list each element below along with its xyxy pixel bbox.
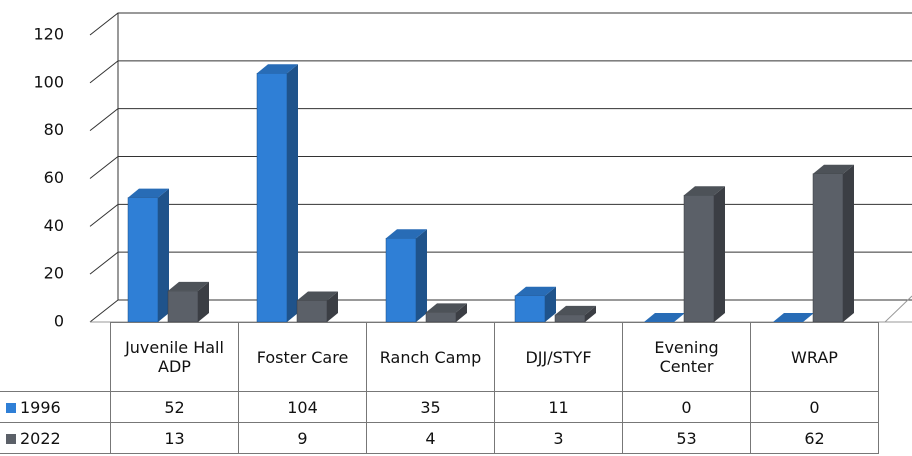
bar [683, 186, 725, 323]
y-tick-label: 40 [44, 216, 64, 235]
table-value: 9 [238, 422, 367, 454]
table-value: 11 [494, 391, 623, 423]
table-row: 2022 13 9 4 3 53 62 [0, 422, 879, 454]
bar-side [327, 291, 338, 322]
bar-front [425, 312, 457, 323]
bar [167, 281, 209, 323]
bar [296, 291, 338, 323]
grid-line [89, 12, 912, 36]
bar-top [128, 188, 169, 198]
bar-front [683, 194, 715, 323]
grid-line [89, 299, 912, 323]
bar-front [127, 197, 159, 323]
table-value: 0 [622, 391, 751, 423]
bar-side [585, 305, 596, 322]
bar-top [515, 286, 556, 296]
legend-entry: 1996 [0, 391, 111, 423]
bar-side [416, 229, 427, 322]
bar-front [812, 173, 844, 323]
grid-line [89, 108, 912, 132]
y-tick-label: 0 [54, 312, 64, 331]
category-label: DJJ/STYF [494, 322, 623, 392]
table-header-row: Juvenile Hall ADP Foster Care Ranch Camp DJ… [0, 322, 879, 392]
table-value: 13 [110, 422, 239, 454]
bar-top [257, 64, 298, 74]
bar-front [554, 314, 586, 323]
category-label: Evening Center [622, 322, 751, 392]
bar [425, 303, 467, 323]
legend-entry: 2022 [0, 422, 111, 454]
corner [0, 323, 111, 392]
table-value: 4 [366, 422, 495, 454]
legend-swatch [6, 402, 16, 413]
legend-label: 1996 [20, 397, 61, 417]
bar [127, 188, 169, 323]
table-row: 1996 52 104 35 11 0 0 [0, 391, 879, 423]
y-tick-label: 60 [44, 168, 64, 187]
grid-line [89, 156, 912, 179]
y-tick-label: 80 [44, 120, 64, 139]
grid-line [89, 203, 912, 227]
bar-side [545, 286, 556, 322]
table-value: 62 [750, 422, 879, 454]
table-value: 52 [110, 391, 239, 423]
legend-label: 2022 [20, 428, 61, 448]
bar-side [843, 164, 854, 322]
bar-front [296, 300, 328, 323]
bar-top [813, 164, 854, 174]
table-value: 0 [750, 391, 879, 423]
grid-line [89, 60, 912, 84]
table-value: 35 [366, 391, 495, 423]
bar [773, 313, 814, 322]
bar-side [158, 188, 169, 322]
bar-top [773, 313, 814, 322]
bar-side [714, 186, 725, 322]
category-label: WRAP [750, 322, 879, 392]
y-tick-label: 20 [44, 264, 64, 283]
table-value: 53 [622, 422, 751, 454]
bar-top [555, 305, 596, 315]
bar-top [426, 303, 467, 313]
grid-line [89, 251, 912, 275]
bar [644, 313, 685, 322]
bar [385, 229, 427, 323]
bar-front [385, 238, 417, 323]
bar-side [198, 281, 209, 322]
bar-side [287, 64, 298, 323]
floor-right [884, 295, 912, 323]
bar-top [684, 186, 725, 196]
bar [256, 64, 298, 323]
bar [554, 305, 596, 323]
bar-top [168, 281, 209, 291]
table-value: 104 [238, 391, 367, 423]
bar [812, 164, 854, 323]
bar [514, 286, 556, 323]
bar-front [514, 295, 546, 323]
bar-front [167, 290, 199, 323]
bar-top [297, 291, 338, 301]
y-tick-label: 100 [33, 72, 64, 91]
bar-top [644, 313, 685, 322]
legend-swatch [6, 433, 16, 444]
y-tick-label: 120 [33, 25, 64, 44]
data-table: Juvenile Hall ADP Foster Care Ranch Camp DJ… [0, 322, 879, 454]
table-value: 3 [494, 422, 623, 454]
bar-top [386, 229, 427, 239]
category-label: Foster Care [238, 322, 367, 392]
bar-side [456, 303, 467, 322]
category-label: Ranch Camp [366, 322, 495, 392]
bar-front [256, 73, 288, 323]
category-label: Juvenile Hall ADP [110, 322, 239, 392]
